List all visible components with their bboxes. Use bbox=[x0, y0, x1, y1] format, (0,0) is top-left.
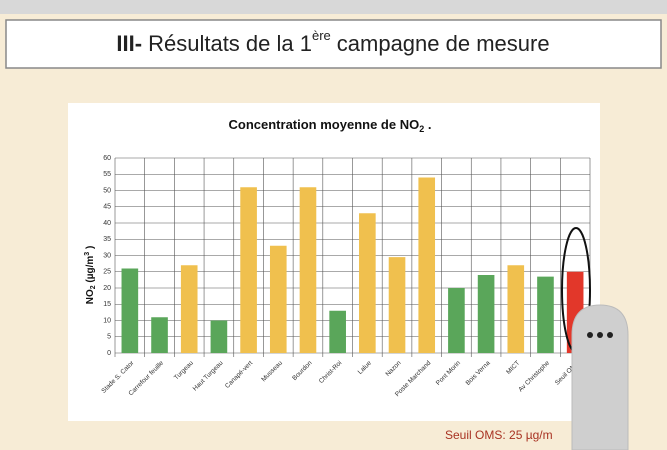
slide-title: III- Résultats de la 1ère campagne de mesu… bbox=[116, 28, 549, 55]
bar bbox=[299, 187, 317, 353]
y-tick-label: 0 bbox=[107, 350, 111, 357]
title-text: Résultats de la 1 bbox=[148, 31, 312, 56]
y-label-part: 3 bbox=[84, 252, 91, 256]
y-tick-label: 20 bbox=[103, 285, 111, 292]
footer-note: Seuil OMS: 25 µg/m bbox=[445, 428, 553, 442]
y-tick-label: 30 bbox=[103, 252, 111, 259]
bar bbox=[388, 257, 406, 353]
chart-title: Concentration moyenne de NO2 . bbox=[229, 117, 432, 134]
title-prefix: III- bbox=[116, 31, 142, 56]
y-tick-label: 15 bbox=[103, 301, 111, 308]
top-bar bbox=[0, 0, 667, 14]
header-box bbox=[5, 19, 662, 69]
overlay-button[interactable] bbox=[571, 304, 629, 450]
y-label-part: ) bbox=[85, 246, 96, 252]
y-label-part: NO bbox=[85, 289, 96, 304]
bar bbox=[269, 245, 287, 353]
bar bbox=[418, 177, 436, 353]
dot bbox=[597, 332, 603, 338]
y-tick-label: 35 bbox=[103, 236, 111, 243]
title-rest: campagne de mesure bbox=[337, 31, 550, 56]
bar bbox=[477, 275, 495, 353]
bar bbox=[121, 268, 139, 353]
bar bbox=[210, 320, 228, 353]
bar bbox=[240, 187, 257, 353]
dot bbox=[587, 332, 593, 338]
bar bbox=[329, 310, 346, 353]
y-tick-label: 45 bbox=[103, 204, 111, 211]
y-tick-label: 10 bbox=[103, 317, 111, 324]
dot bbox=[607, 332, 613, 338]
bar bbox=[180, 265, 198, 353]
y-tick-label: 5 bbox=[107, 334, 111, 341]
title-superscript: ère bbox=[312, 28, 331, 43]
y-tick-label: 40 bbox=[103, 220, 111, 227]
y-tick-label: 25 bbox=[103, 269, 111, 276]
y-tick-label: 55 bbox=[103, 171, 111, 178]
y-label-part: 2 bbox=[90, 285, 97, 289]
chart-title-main: Concentration moyenne de NO bbox=[229, 117, 420, 132]
chart-panel bbox=[68, 103, 600, 421]
bar bbox=[151, 317, 168, 353]
y-tick-label: 60 bbox=[103, 155, 111, 162]
bar bbox=[359, 213, 376, 353]
chart-title-subscript: 2 bbox=[419, 124, 424, 134]
bar bbox=[537, 276, 554, 353]
bar bbox=[507, 265, 525, 353]
y-tick-label: 50 bbox=[103, 187, 111, 194]
y-label-part: (µg/m bbox=[85, 256, 96, 286]
bar bbox=[448, 288, 465, 353]
y-axis-label: NO2 (µg/m3 ) bbox=[84, 246, 97, 305]
chart-title-end: . bbox=[424, 117, 431, 132]
